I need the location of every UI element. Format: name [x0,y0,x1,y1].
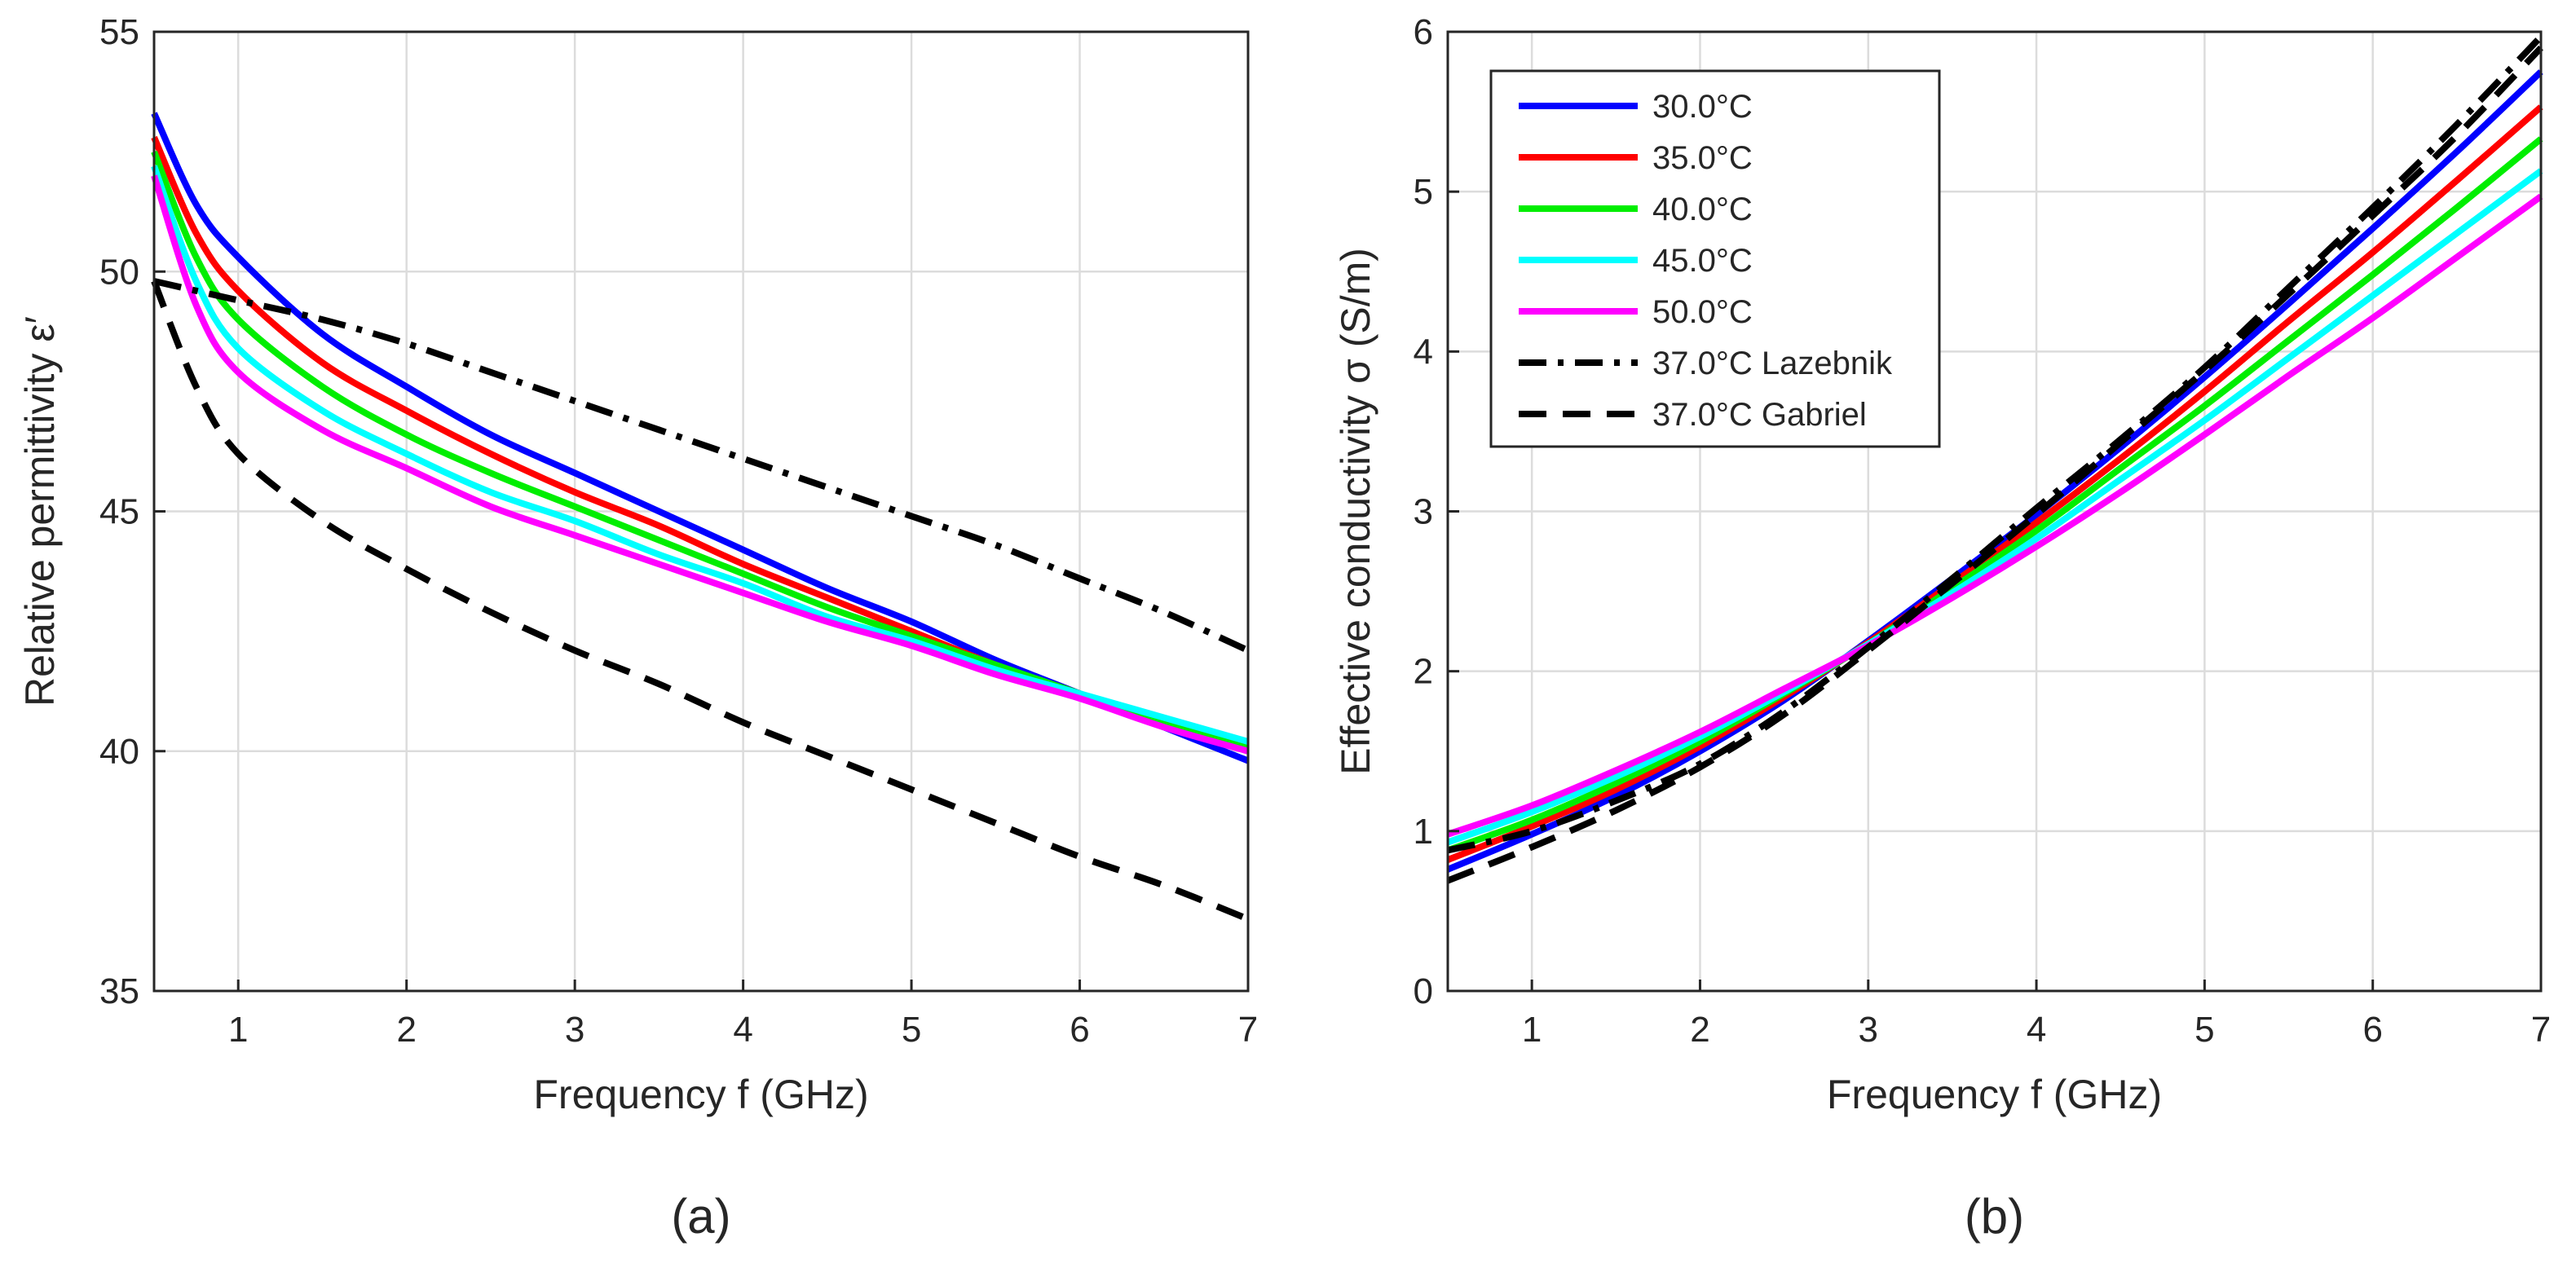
x-tick-label: 4 [2027,1010,2046,1050]
x-tick-label: 7 [1238,1010,1258,1050]
series-line-45-0-c [1446,168,2543,846]
series-line-37-0-c-gabriel [151,280,1250,923]
x-tick-label: 2 [396,1010,416,1050]
x-tick-label: 3 [565,1010,584,1050]
series-line-40-0-c [1446,136,2543,854]
y-tick-label: 5 [1414,172,1433,212]
series-line-45-0-c [151,165,1250,745]
y-tick-label: 4 [1414,332,1433,372]
y-tick-label: 2 [1414,652,1433,692]
series-line-50-0-c [1446,193,2543,838]
y-tick-label: 55 [99,12,139,52]
legend-entry: 37.0°C Gabriel [1652,397,1867,433]
y-tick-label: 0 [1414,971,1433,1011]
panel-b: 1 2 3 4 5 6 7 0 1 2 3 4 5 6 Frequency f (GHz) Effective… [1333,12,2551,1244]
panel-label: (a) [671,1189,730,1244]
x-axis-label: Frequency f (GHz) [1827,1072,2162,1117]
y-tick-label: 40 [99,732,139,772]
legend-entry: 45.0°C [1652,243,1753,279]
legend-entry: 35.0°C [1652,140,1753,176]
series-line-35-0-c [1446,104,2543,863]
y-axis-label: Relative permittivity ε′ [17,316,63,707]
x-tick-label: 3 [1859,1010,1878,1050]
series-line-50-0-c [151,174,1250,755]
x-tick-label: 7 [2531,1010,2551,1050]
panel-label: (b) [1965,1189,2024,1244]
legend-entry: 37.0°C Lazebnik [1652,346,1893,381]
y-tick-label: 35 [99,971,139,1011]
x-tick-label: 1 [1522,1010,1542,1050]
x-tick-label: 6 [1070,1010,1089,1050]
x-tick-label: 4 [733,1010,752,1050]
x-tick-label: 1 [228,1010,248,1050]
y-tick-label: 1 [1414,812,1433,852]
series-line-37-0-c-lazebnik [1447,34,2543,854]
y-tick-label: 50 [99,252,139,292]
y-tick-label: 6 [1414,12,1433,52]
legend-entry: 30.0°C [1652,89,1753,125]
x-axis-label: Frequency f (GHz) [533,1072,868,1117]
y-tick-label: 3 [1414,492,1433,532]
x-tick-label: 6 [2362,1010,2382,1050]
legend-entry: 50.0°C [1652,294,1753,330]
x-tick-label: 5 [902,1010,921,1050]
x-tick-label: 2 [1690,1010,1709,1050]
legend: 30.0°C 35.0°C 40.0°C 45.0°C 50.0°C 37.0°C Laz… [1489,69,1941,448]
x-tick-label: 5 [2194,1010,2214,1050]
y-axis-label: Effective conductivity σ (S/m) [1333,248,1378,775]
y-tick-label: 45 [99,492,139,532]
series-line-37-0-c-gabriel [1446,45,2543,884]
legend-entry: 40.0°C [1652,192,1753,227]
